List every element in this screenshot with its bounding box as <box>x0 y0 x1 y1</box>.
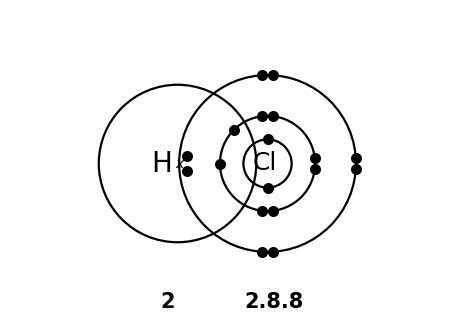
Text: 2: 2 <box>161 292 175 312</box>
Point <box>264 137 271 142</box>
Point <box>269 208 276 214</box>
Point <box>259 73 266 78</box>
Point <box>269 113 276 119</box>
Point <box>352 156 360 161</box>
Point <box>264 185 271 190</box>
Text: Cl: Cl <box>252 151 276 176</box>
Point <box>259 249 266 254</box>
Text: 2.8.8: 2.8.8 <box>244 292 303 312</box>
Point <box>183 154 191 159</box>
Point <box>352 166 360 171</box>
Text: x: x <box>176 157 184 170</box>
Point <box>259 113 266 119</box>
Text: H: H <box>151 149 172 178</box>
Point <box>230 127 237 132</box>
Point <box>269 73 276 78</box>
Point <box>311 156 319 161</box>
Point <box>216 161 224 166</box>
Point <box>183 168 191 173</box>
Point <box>311 166 319 171</box>
Point <box>269 249 276 254</box>
Point <box>259 208 266 214</box>
